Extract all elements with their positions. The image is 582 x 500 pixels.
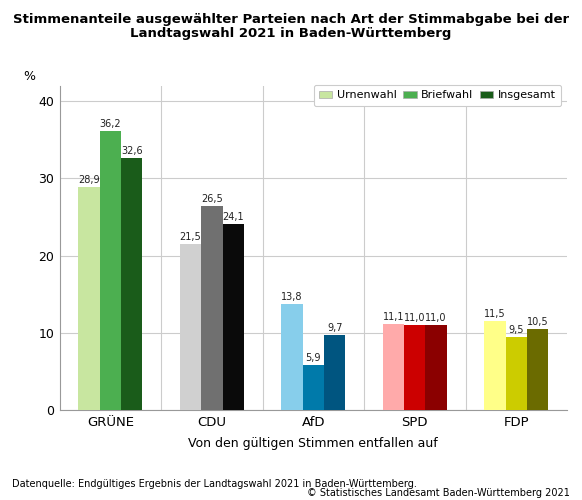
Bar <box>281 304 303 410</box>
Text: 26,5: 26,5 <box>201 194 223 203</box>
Bar <box>404 325 425 410</box>
Text: 11,1: 11,1 <box>383 312 404 322</box>
Bar <box>484 322 506 410</box>
Bar <box>506 337 527 410</box>
Bar <box>79 187 100 410</box>
Bar <box>121 158 143 410</box>
Legend: Urnenwahl, Briefwahl, Insgesamt: Urnenwahl, Briefwahl, Insgesamt <box>314 85 562 106</box>
Bar <box>100 130 121 410</box>
Bar <box>201 206 222 410</box>
Text: 11,0: 11,0 <box>425 314 447 324</box>
Bar <box>527 329 548 410</box>
Text: 9,5: 9,5 <box>509 325 524 335</box>
Text: Datenquelle: Endgültiges Ergebnis der Landtagswahl 2021 in Baden-Württemberg.: Datenquelle: Endgültiges Ergebnis der La… <box>12 479 417 489</box>
Text: 11,5: 11,5 <box>484 310 506 320</box>
Text: 11,0: 11,0 <box>404 314 425 324</box>
Text: 36,2: 36,2 <box>100 118 121 128</box>
Text: 21,5: 21,5 <box>180 232 201 242</box>
Text: Stimmenanteile ausgewählter Parteien nach Art der Stimmabgabe bei der
Landtagswa: Stimmenanteile ausgewählter Parteien nac… <box>13 12 569 40</box>
X-axis label: Von den gültigen Stimmen entfallen auf: Von den gültigen Stimmen entfallen auf <box>189 437 438 450</box>
Bar <box>180 244 201 410</box>
Bar <box>324 335 345 410</box>
Text: 9,7: 9,7 <box>327 324 342 334</box>
Text: 13,8: 13,8 <box>281 292 303 302</box>
Text: 5,9: 5,9 <box>306 352 321 362</box>
Bar <box>222 224 244 410</box>
Text: 24,1: 24,1 <box>222 212 244 222</box>
Bar <box>303 364 324 410</box>
Text: 10,5: 10,5 <box>527 317 548 327</box>
Bar <box>425 325 447 410</box>
Bar <box>383 324 404 410</box>
Text: © Statistisches Landesamt Baden-Württemberg 2021: © Statistisches Landesamt Baden-Württemb… <box>307 488 570 498</box>
Text: 28,9: 28,9 <box>79 175 100 185</box>
Y-axis label: %: % <box>23 70 36 82</box>
Text: 32,6: 32,6 <box>121 146 143 156</box>
